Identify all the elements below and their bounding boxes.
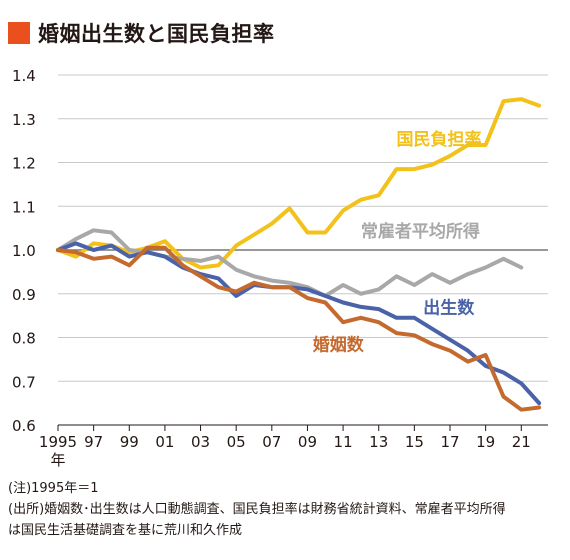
y-tick-label: 1.3 xyxy=(12,111,36,129)
x-tick-unit: 年 xyxy=(50,451,65,469)
series-label-1: 国民負担率 xyxy=(397,129,482,150)
x-tick-label: 17 xyxy=(440,433,459,451)
y-tick-label: 1.2 xyxy=(12,155,36,173)
x-tick-label: 99 xyxy=(120,433,139,451)
note-source-line2: は国民生活基礎調査を基に荒川和久作成 xyxy=(8,523,243,538)
y-tick-label: 1.4 xyxy=(12,67,36,85)
title-marker-square xyxy=(8,22,30,44)
series-label-3: 出生数 xyxy=(423,297,475,318)
note-baseline: (注)1995年＝1 xyxy=(8,481,99,496)
x-tick-label: 19 xyxy=(476,433,495,451)
y-tick-label: 0.6 xyxy=(12,417,36,435)
series-line-2 xyxy=(56,228,524,298)
series-line-4 xyxy=(56,245,542,412)
line-chart: 0.6 0.7 0.8 0.9 1.0 1.1 1.2 1.3 1.4 1995 97 99 01 03 0… xyxy=(12,67,548,469)
x-tick-label: 13 xyxy=(369,433,388,451)
note-source-line1: (出所)婚姻数･出生数は人口動態調査、国民負担率は財務省統計資料、常雇者平均所得 xyxy=(8,502,506,517)
series-label-2: 常雇者平均所得 xyxy=(361,221,480,242)
x-tick-label: 1995 xyxy=(39,433,77,451)
x-tick-label: 21 xyxy=(512,433,531,451)
x-tick-label: 01 xyxy=(155,433,174,451)
series-line-1 xyxy=(56,97,542,270)
x-tick-label: 15 xyxy=(405,433,424,451)
y-tick-label: 0.7 xyxy=(12,373,36,391)
y-tick-label: 0.8 xyxy=(12,330,36,348)
x-tick-label: 07 xyxy=(262,433,281,451)
x-tick-label: 97 xyxy=(84,433,103,451)
x-tick-label: 11 xyxy=(334,433,353,451)
x-tick-label: 09 xyxy=(298,433,317,451)
y-tick-label: 1.1 xyxy=(12,198,36,216)
y-tick-label: 0.9 xyxy=(12,286,36,304)
series-line-3 xyxy=(56,241,542,406)
x-tick-label: 03 xyxy=(191,433,210,451)
y-tick-label: 1.0 xyxy=(12,242,36,260)
chart-title-bar: 婚姻出生数と国民負担率 xyxy=(8,18,275,48)
x-tick-label: 05 xyxy=(227,433,246,451)
chart-title: 婚姻出生数と国民負担率 xyxy=(38,22,275,46)
chart-notes: (注)1995年＝1 (出所)婚姻数･出生数は人口動態調査、国民負担率は財務省統… xyxy=(8,478,564,541)
series-label-4: 婚姻数 xyxy=(313,335,365,356)
